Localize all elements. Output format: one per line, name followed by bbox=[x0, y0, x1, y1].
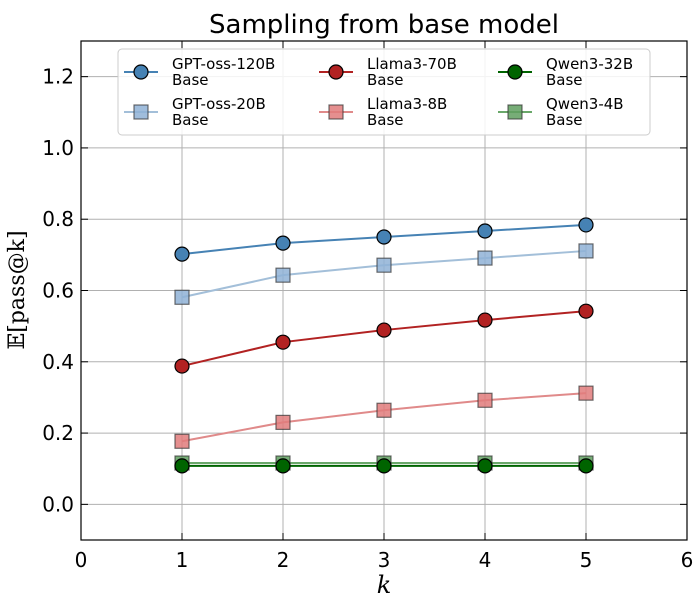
data-point bbox=[477, 223, 493, 239]
data-point bbox=[328, 64, 344, 80]
x-tick-label: 5 bbox=[580, 548, 593, 572]
data-point bbox=[376, 458, 392, 474]
y-tick-label: 0.6 bbox=[42, 279, 74, 303]
data-point bbox=[376, 322, 392, 338]
legend-sublabel: Base bbox=[546, 111, 583, 129]
x-axis-label: k bbox=[377, 571, 392, 599]
legend-label: Qwen3-4B bbox=[546, 95, 624, 113]
data-point bbox=[275, 235, 291, 251]
x-tick-label: 0 bbox=[75, 548, 88, 572]
data-point bbox=[477, 392, 493, 408]
y-tick-label: 0.2 bbox=[42, 421, 74, 445]
data-point bbox=[328, 104, 344, 120]
data-point bbox=[376, 257, 392, 273]
data-point bbox=[507, 104, 523, 120]
series-gpt-oss-120b bbox=[174, 217, 594, 262]
x-tick-label: 4 bbox=[479, 548, 492, 572]
data-point bbox=[578, 303, 594, 319]
data-point bbox=[275, 414, 291, 430]
data-point bbox=[275, 458, 291, 474]
legend-sublabel: Base bbox=[367, 111, 404, 129]
legend-sublabel: Base bbox=[546, 71, 583, 89]
x-tick-label: 6 bbox=[681, 548, 694, 572]
data-point bbox=[477, 458, 493, 474]
ticks: 0 1 2 3 4 5 6 0.0 0.2 0.4 0.6 0.8 1.0 1.2 bbox=[42, 41, 693, 572]
legend-sublabel: Base bbox=[172, 111, 209, 129]
legend: GPT-oss-120BBaseGPT-oss-20BBaseLlama3-70… bbox=[117, 48, 651, 136]
data-point bbox=[174, 289, 190, 305]
data-point bbox=[376, 402, 392, 418]
series-qwen3-32b bbox=[174, 458, 594, 474]
series-gpt-oss-20b bbox=[174, 243, 594, 305]
legend-label: Llama3-8B bbox=[367, 95, 447, 113]
data-point bbox=[578, 458, 594, 474]
data-point bbox=[507, 64, 523, 80]
legend-label: GPT-oss-120B bbox=[172, 55, 275, 73]
data-point bbox=[133, 64, 149, 80]
legend-sublabel: Base bbox=[367, 71, 404, 89]
legend-sublabel: Base bbox=[172, 71, 209, 89]
data-point bbox=[578, 217, 594, 233]
data-point bbox=[578, 385, 594, 401]
x-tick-label: 1 bbox=[176, 548, 189, 572]
legend-label: GPT-oss-20B bbox=[172, 95, 266, 113]
data-point bbox=[275, 334, 291, 350]
data-point bbox=[174, 458, 190, 474]
data-point bbox=[275, 267, 291, 283]
data-point bbox=[376, 229, 392, 245]
legend-label: Llama3-70B bbox=[367, 55, 457, 73]
data-point bbox=[578, 243, 594, 259]
data-point bbox=[174, 246, 190, 262]
y-tick-label: 0.0 bbox=[42, 492, 74, 516]
x-tick-label: 2 bbox=[277, 548, 290, 572]
data-point bbox=[174, 433, 190, 449]
series-layer bbox=[174, 217, 594, 474]
data-point bbox=[133, 104, 149, 120]
chart-title: Sampling from base model bbox=[209, 10, 559, 40]
y-tick-label: 1.0 bbox=[42, 136, 74, 160]
y-tick-label: 0.8 bbox=[42, 207, 74, 231]
y-tick-label: 0.4 bbox=[42, 350, 74, 374]
legend-label: Qwen3-32B bbox=[546, 55, 633, 73]
y-axis-label: 𝔼[pass@k] bbox=[5, 230, 30, 349]
data-point bbox=[477, 250, 493, 266]
series-llama3-8b bbox=[174, 385, 594, 449]
data-point bbox=[174, 358, 190, 374]
data-point bbox=[477, 312, 493, 328]
x-tick-label: 3 bbox=[378, 548, 391, 572]
y-tick-label: 1.2 bbox=[42, 65, 74, 89]
series-llama3-70b bbox=[174, 303, 594, 374]
